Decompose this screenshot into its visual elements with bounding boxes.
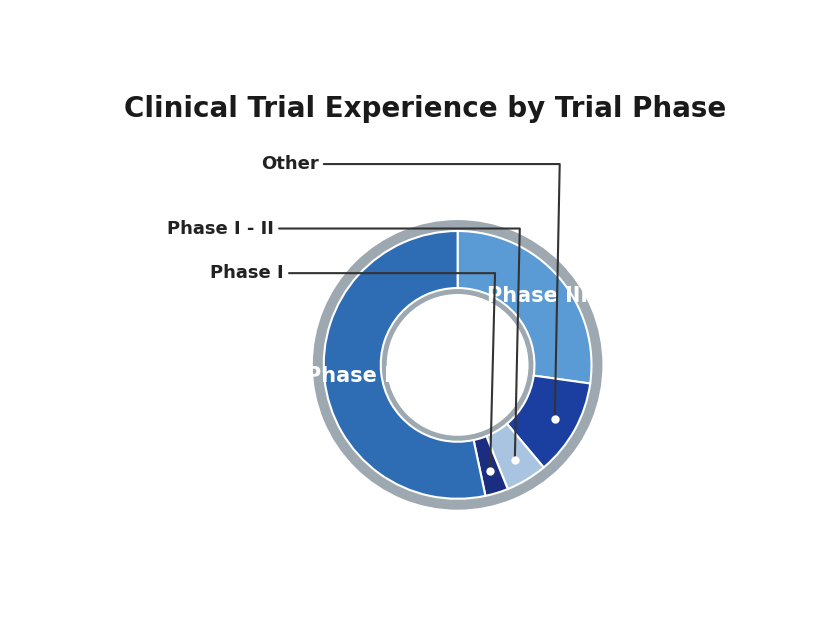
Wedge shape [507,375,590,468]
Text: Clinical Trial Experience by Trial Phase: Clinical Trial Experience by Trial Phase [124,95,726,122]
Text: Phase I - II: Phase I - II [168,220,274,238]
Wedge shape [324,231,486,498]
Wedge shape [457,231,592,384]
Text: Other: Other [261,155,319,173]
Wedge shape [474,436,508,496]
Text: Phase III: Phase III [486,286,588,306]
Wedge shape [486,424,544,489]
Text: Phase II: Phase II [306,366,399,386]
Wedge shape [313,220,603,509]
Text: Phase I: Phase I [211,264,284,282]
